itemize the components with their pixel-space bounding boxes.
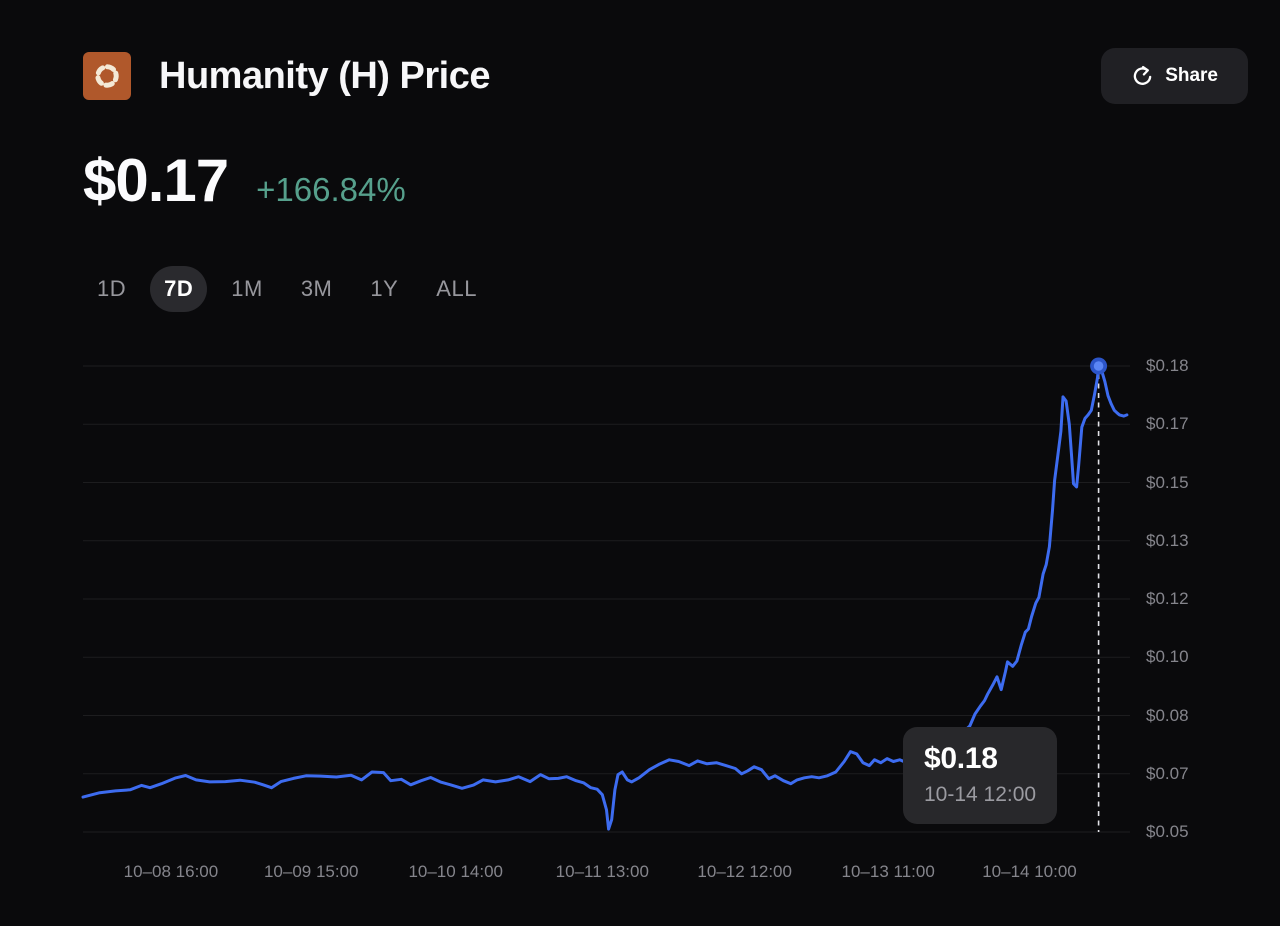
tab-3m[interactable]: 3M — [300, 276, 333, 301]
tab-1d[interactable]: 1D — [97, 276, 127, 301]
tab-7d[interactable]: 7D — [150, 266, 208, 312]
y-axis-label: $0.13 — [1146, 530, 1189, 550]
y-axis-label: $0.05 — [1146, 822, 1189, 841]
y-axis-label: $0.10 — [1146, 647, 1189, 667]
share-label: Share — [1165, 65, 1218, 86]
tooltip-price: $0.18 — [924, 742, 998, 775]
range-tabs: 1D 7D 1M 3M 1Y ALL — [83, 266, 491, 312]
marker-dot — [1093, 361, 1104, 371]
chart-tooltip: $0.18 10-14 12:00 — [903, 727, 1058, 824]
x-axis-label: 10–12 12:00 — [697, 862, 792, 881]
tab-all[interactable]: ALL — [436, 276, 477, 301]
share-button[interactable]: Share — [1101, 48, 1248, 104]
page-title: Humanity (H) Price — [159, 54, 490, 97]
tooltip-time: 10-14 12:00 — [924, 783, 1037, 806]
y-axis-label: $0.12 — [1146, 589, 1189, 608]
x-axis-label: 10–08 16:00 — [123, 862, 219, 881]
current-price: $0.17 — [83, 147, 229, 214]
price-change: +166.84% — [256, 171, 406, 208]
price-row: $0.17 +166.84% — [83, 146, 406, 215]
price-line — [81, 364, 1129, 831]
y-axis-label: $0.15 — [1146, 472, 1189, 492]
tab-1y[interactable]: 1Y — [370, 276, 399, 301]
x-axis-label: 10–11 13:00 — [555, 862, 649, 881]
y-axis-label: $0.17 — [1146, 414, 1189, 434]
y-axis-label: $0.18 — [1146, 356, 1189, 375]
y-axis-label: $0.08 — [1146, 705, 1189, 725]
x-axis-label: 10–13 11:00 — [841, 862, 935, 881]
share-icon — [1131, 65, 1154, 88]
tab-1m[interactable]: 1M — [231, 276, 263, 301]
x-axis-label: 10–14 10:00 — [982, 862, 1077, 881]
humanity-logo-icon — [83, 52, 131, 100]
header: Humanity (H) Price Share — [83, 48, 1248, 104]
x-axis-label: 10–09 15:00 — [263, 862, 359, 881]
y-axis-label: $0.07 — [1146, 763, 1189, 783]
x-axis-label: 10–10 14:00 — [408, 862, 503, 881]
